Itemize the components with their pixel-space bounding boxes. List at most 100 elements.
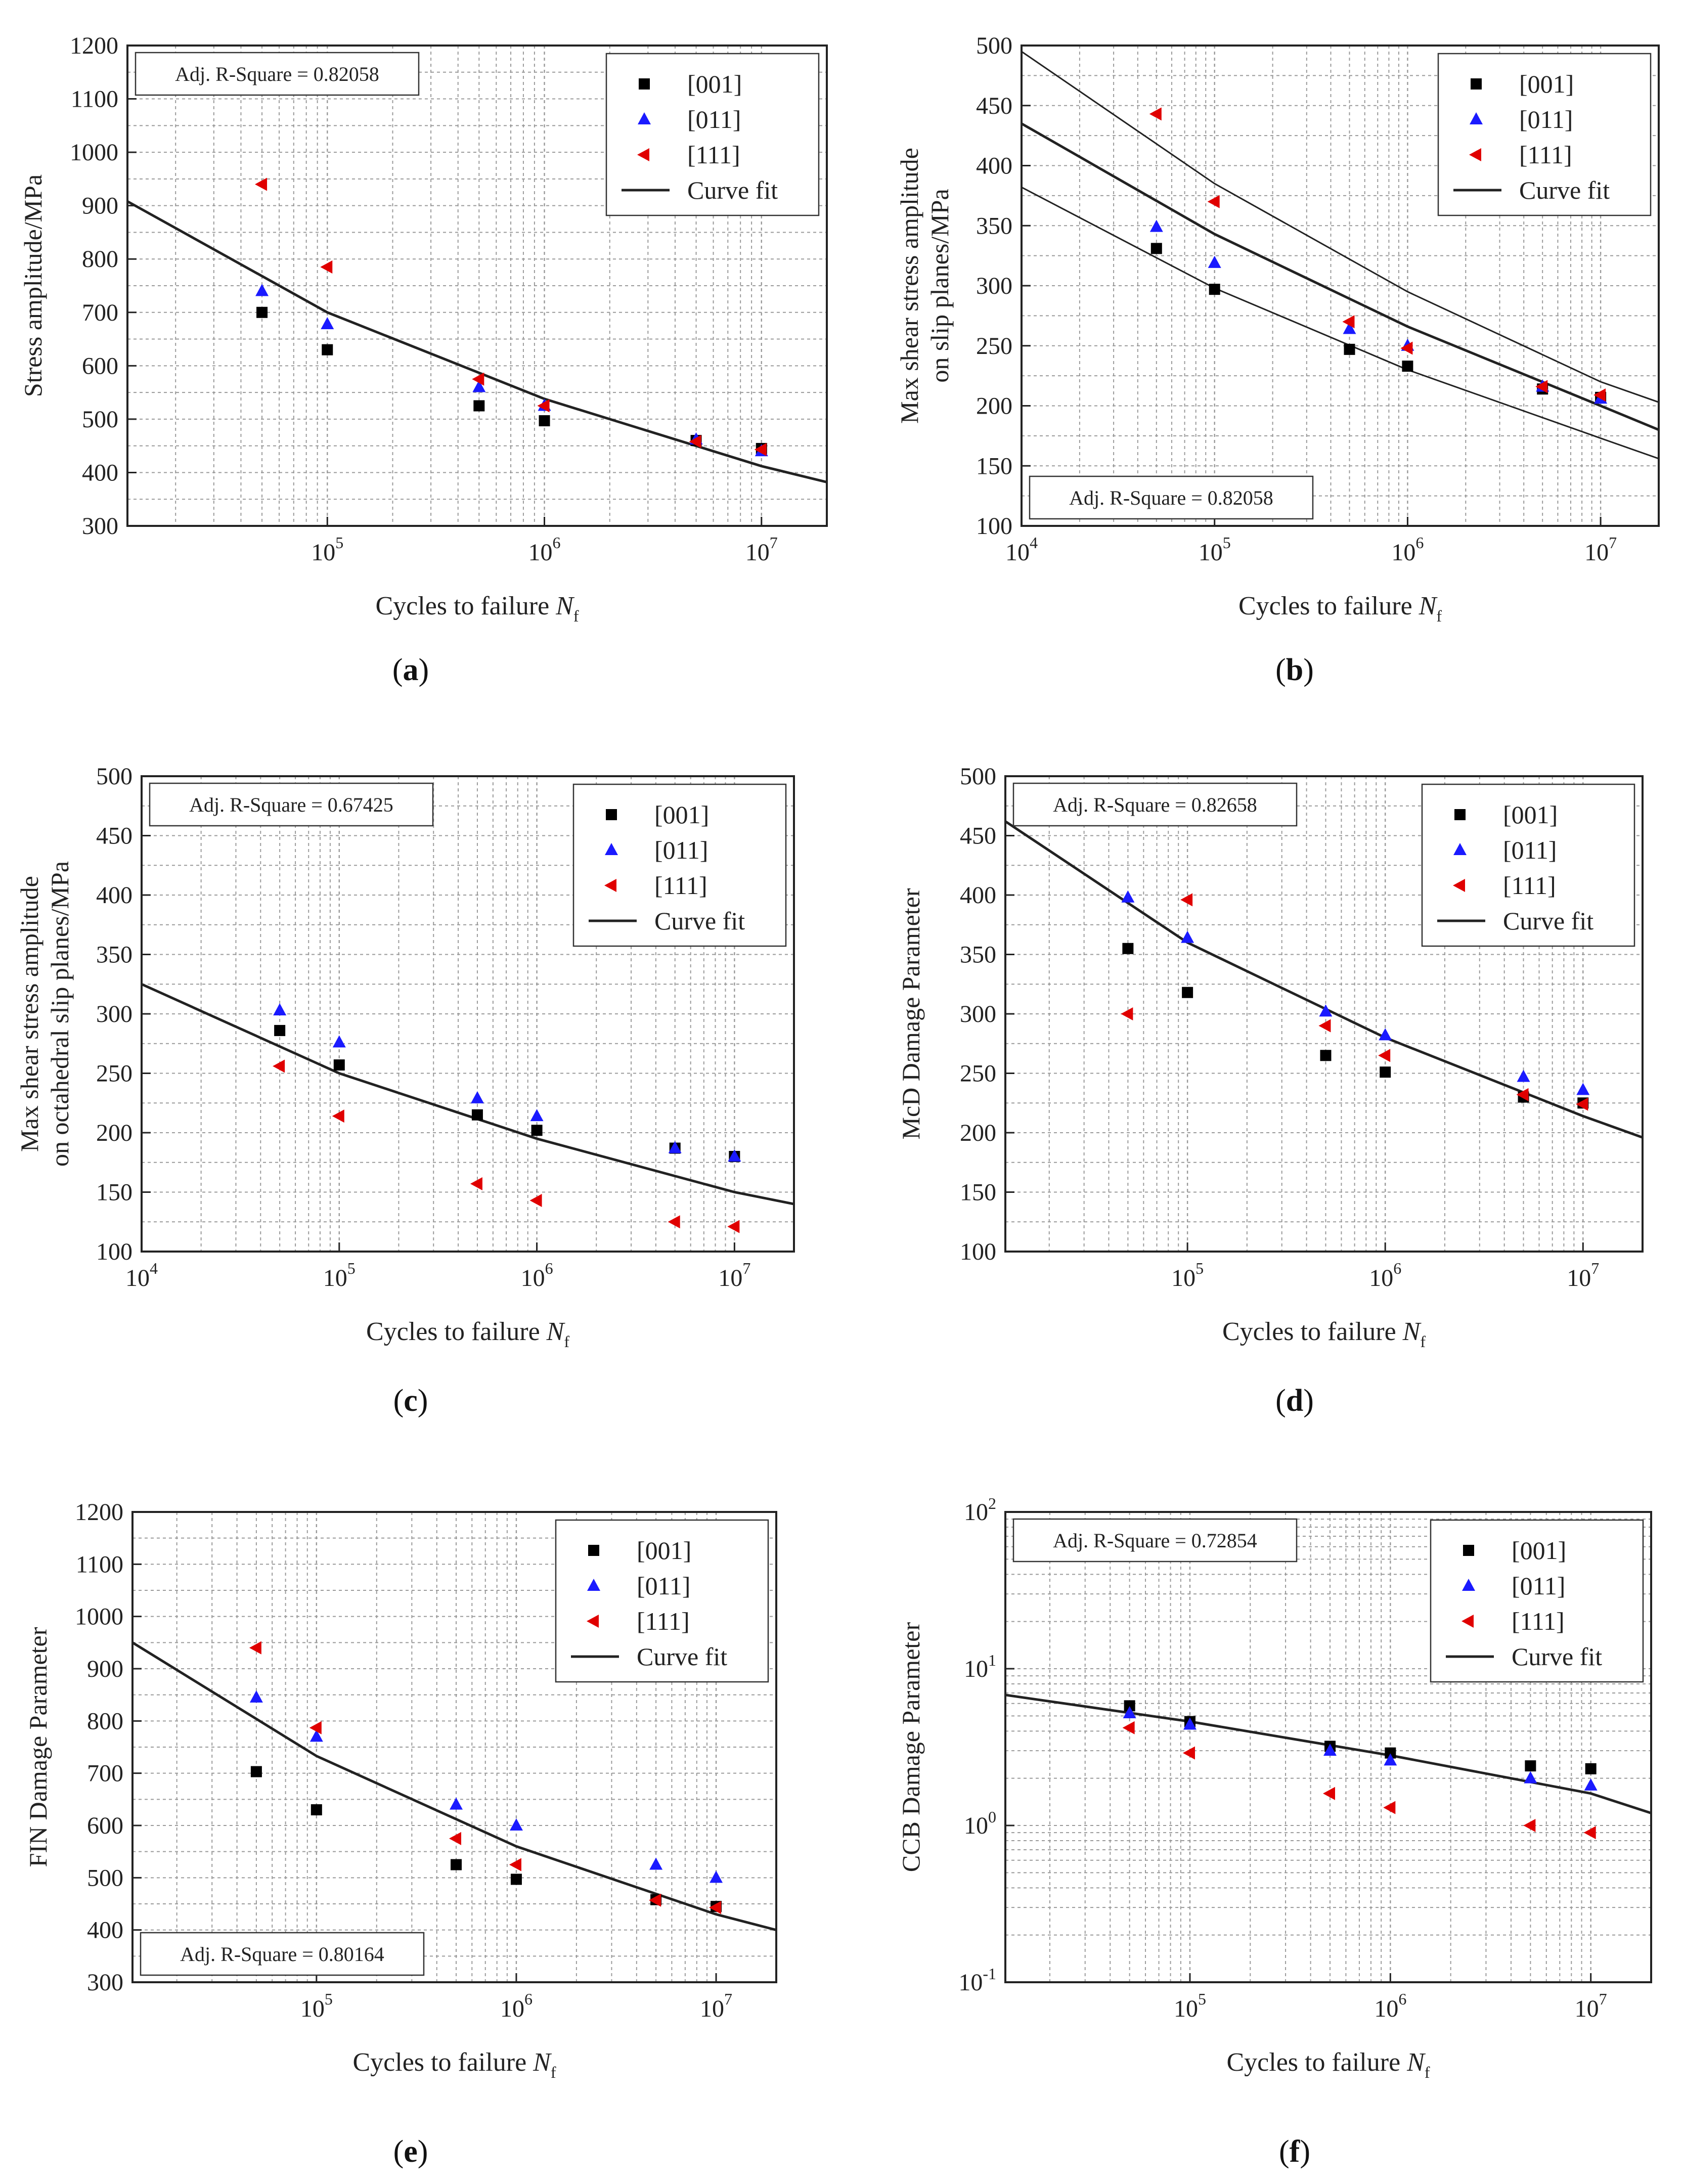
- y-tick-label: 500: [960, 763, 996, 790]
- y-tick-label: 600: [87, 1812, 123, 1839]
- y-tick-label: 350: [96, 942, 132, 968]
- y-axis-title: Max shear stress amplitudeon octahedral …: [15, 861, 74, 1167]
- point-triangle-up: [1149, 219, 1163, 232]
- point-triangle-up: [1323, 1744, 1337, 1756]
- panel-label: (f): [1279, 2134, 1310, 2169]
- legend-label: [111]: [1519, 141, 1572, 169]
- legend-label: [011]: [637, 1572, 690, 1600]
- point-square: [1402, 361, 1413, 372]
- legend-marker-left-triangle: [1461, 1615, 1474, 1628]
- y-tick-label: 1000: [70, 139, 118, 166]
- point-triangle-left: [1121, 1007, 1133, 1020]
- x-tick-label: 104: [125, 1259, 158, 1291]
- legend-marker-left-triangle: [604, 879, 616, 892]
- point-square: [539, 415, 550, 427]
- point-triangle-left: [727, 1220, 740, 1233]
- y-tick-label: 700: [82, 299, 118, 326]
- gridlines: [1005, 1512, 1651, 1982]
- legend-marker-triangle: [638, 112, 651, 124]
- point-square: [1209, 284, 1220, 295]
- series-111: [255, 177, 767, 457]
- point-square: [250, 1766, 262, 1777]
- y-tick-label: 150: [976, 453, 1012, 479]
- point-triangle-up: [321, 317, 334, 329]
- y-tick-label: 450: [960, 823, 996, 850]
- legend-marker-square: [588, 1545, 599, 1556]
- point-triangle-left: [1122, 1721, 1135, 1734]
- y-tick-label: 700: [87, 1760, 123, 1787]
- y-tick-label: 500: [82, 406, 118, 433]
- legend-marker-triangle: [1462, 1579, 1475, 1591]
- point-triangle-left: [332, 1109, 344, 1123]
- y-tick-label: 300: [976, 273, 1012, 299]
- curve-fit-line: [142, 983, 794, 1206]
- legend-label: [011]: [687, 105, 741, 133]
- y-tick-label: 400: [87, 1917, 123, 1944]
- point-triangle-left: [1400, 341, 1413, 355]
- legend-marker-square: [606, 809, 617, 820]
- point-triangle-up: [1384, 1753, 1397, 1766]
- x-axis-title: Cycles to failure Nf: [1226, 2048, 1430, 2081]
- legend-label: Curve fit: [1519, 176, 1610, 204]
- point-triangle-up: [309, 1729, 323, 1742]
- series-111: [1149, 107, 1606, 402]
- point-triangle-left: [472, 372, 484, 386]
- y-axis-title: Stress amplitude/MPa: [19, 174, 47, 397]
- panel-label: (e): [393, 2134, 428, 2169]
- legend-label: [011]: [1519, 105, 1573, 133]
- x-tick-label: 107: [700, 1990, 732, 2022]
- point-triangle-up: [472, 380, 486, 392]
- series-011: [255, 284, 768, 457]
- point-triangle-up: [273, 1003, 287, 1015]
- bound-line: [1022, 51, 1659, 403]
- legend-label: [001]: [1512, 1536, 1566, 1565]
- y-tick-label: 150: [96, 1179, 132, 1206]
- point-triangle-up: [255, 284, 269, 296]
- x-tick-label: 106: [1391, 533, 1424, 566]
- point-triangle-up: [1121, 890, 1135, 903]
- y-tick-label: 400: [960, 882, 996, 909]
- chart-panel-e: 300 400 500 600 700 800 900 1000 1100 1200 105 106 1…: [24, 1499, 777, 2169]
- series-011: [273, 1003, 741, 1162]
- r-square-annotation: Adj. R-Square = 0.82058: [175, 63, 379, 85]
- point-triangle-left: [1535, 380, 1548, 393]
- legend-label: Curve fit: [1503, 907, 1593, 935]
- y-tick-label: 200: [960, 1120, 996, 1146]
- legend-marker-triangle: [587, 1579, 600, 1591]
- point-triangle-up: [509, 1818, 523, 1831]
- point-triangle-left: [1576, 1097, 1588, 1111]
- chart-panel-d: 100 150 200 250 300 350 400 450 500 105 106 107 Cycl…: [897, 763, 1644, 1418]
- r-square-box: [1029, 475, 1314, 520]
- panel-label: (b): [1275, 653, 1314, 687]
- legend-label: Curve fit: [1512, 1642, 1602, 1671]
- point-triangle-left: [537, 399, 550, 413]
- y-tick-label: 1200: [70, 32, 118, 59]
- r-square-box: [140, 1932, 425, 1976]
- y-tick-label: 250: [96, 1060, 132, 1087]
- legend-label: [001]: [637, 1536, 691, 1565]
- legend-marker-triangle: [605, 843, 618, 855]
- point-triangle-left: [509, 1858, 521, 1871]
- legend-label: [011]: [654, 836, 708, 864]
- y-tick-label: 1000: [75, 1603, 123, 1630]
- y-tick-label: 600: [82, 352, 118, 379]
- chart-panel-c: 100 150 200 250 300 350 400 450 500 104 105 106 107 C…: [15, 763, 795, 1418]
- legend-marker-left-triangle: [587, 1615, 599, 1628]
- x-tick-label: 106: [528, 533, 561, 566]
- point-square: [1320, 1050, 1332, 1061]
- y-tick-label: 500: [976, 32, 1012, 59]
- point-triangle-left: [754, 443, 767, 457]
- y-tick-label: 150: [960, 1179, 996, 1206]
- y-tick-label: 100: [960, 1238, 996, 1265]
- point-triangle-up: [1123, 1706, 1136, 1719]
- x-tick-label: 105: [311, 533, 343, 566]
- point-square: [333, 1059, 345, 1071]
- point-square: [322, 344, 333, 355]
- point-triangle-left: [1383, 1801, 1396, 1814]
- r-square-annotation: Adj. R-Square = 0.80164: [180, 1943, 384, 1966]
- x-tick-label: 105: [1199, 533, 1231, 566]
- chart-panel-f: 10-1 100 101 102 105 106 107 Cycles to failure …: [897, 1494, 1652, 2169]
- series-011: [1123, 1706, 1598, 1791]
- legend-label: [111]: [687, 141, 740, 169]
